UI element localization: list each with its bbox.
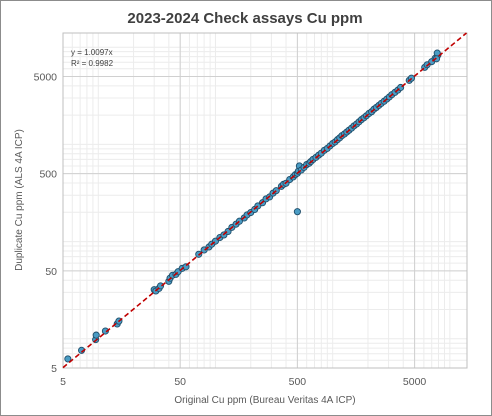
data-point [64, 355, 72, 363]
x-tick-label: 5 [60, 376, 66, 388]
y-tick-label: 5000 [34, 71, 58, 83]
y-tick-labels: 5 50 500 5000 [34, 71, 58, 375]
x-tick-label: 5000 [403, 376, 427, 388]
plot-area-border [62, 32, 468, 369]
x-tick-label: 50 [174, 376, 186, 388]
trendline [62, 32, 468, 369]
y-tick-label: 50 [45, 266, 57, 278]
data-point [101, 327, 109, 335]
y-axis-label: Duplicate Cu ppm (ALS 4A ICP) [14, 129, 25, 271]
y-tick-label: 5 [51, 363, 57, 375]
data-point [157, 282, 165, 290]
x-tick-labels: 5 50 500 5000 [60, 376, 426, 388]
y-tick-label: 500 [39, 169, 57, 181]
data-points [64, 49, 442, 363]
r-squared-annotation: R² = 0.9982 [71, 59, 114, 68]
x-axis-label: Original Cu ppm (Bureau Veritas 4A ICP) [174, 395, 355, 406]
data-point [293, 208, 301, 216]
data-point [92, 331, 100, 339]
x-tick-label: 500 [289, 376, 307, 388]
chart-title: 2023-2024 Check assays Cu ppm [127, 10, 363, 27]
equation-annotation: y = 1.0097x [71, 48, 113, 57]
